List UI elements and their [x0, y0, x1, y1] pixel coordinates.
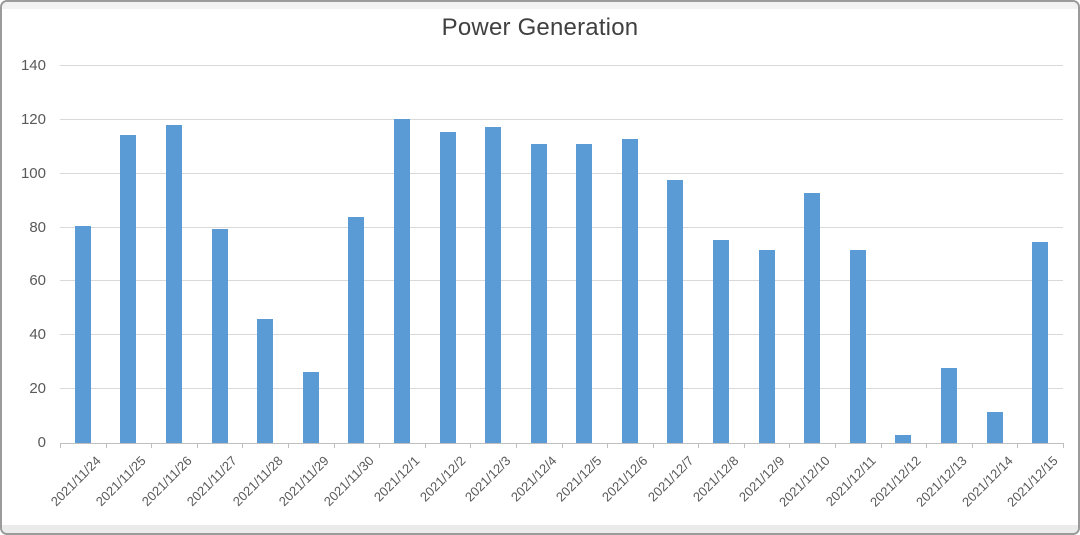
bar-2021/12/13 — [941, 367, 958, 443]
gridline — [60, 118, 1063, 120]
bottom-strip — [2, 525, 1078, 533]
x-axis-tick — [424, 443, 426, 448]
x-axis-tick — [151, 443, 153, 448]
x-tick-label: 2021/12/2 — [416, 453, 469, 505]
x-axis-tick — [1017, 443, 1019, 448]
bar-2021/12/7 — [667, 180, 684, 443]
bar-2021/12/10 — [804, 192, 821, 443]
bar-2021/11/28 — [257, 319, 274, 443]
x-axis-tick — [607, 443, 609, 448]
y-tick-label: 60 — [29, 272, 46, 290]
x-tick-label: 2021/12/7 — [644, 453, 697, 505]
x-axis-tick — [379, 443, 381, 448]
gridline — [60, 280, 1063, 282]
x-axis-tick — [196, 443, 198, 448]
x-axis-tick — [561, 443, 563, 448]
bar-2021/12/5 — [576, 144, 593, 443]
bar-2021/12/8 — [713, 239, 730, 443]
gridline — [60, 172, 1063, 174]
bar-2021/11/26 — [165, 125, 182, 443]
top-strip — [2, 2, 1078, 9]
x-axis-labels: 2021/11/24 2021/11/25 2021/11/26 2021/11/27… — [47, 445, 1063, 529]
x-axis-tick — [926, 443, 928, 448]
y-tick-label: 120 — [20, 110, 46, 128]
x-tick-label: 2021/12/3 — [462, 453, 514, 505]
y-tick-label: 140 — [20, 57, 46, 74]
x-axis-tick — [333, 443, 335, 448]
x-axis-tick — [789, 443, 791, 448]
bar-2021/12/4 — [530, 144, 547, 443]
chart-title: Power Generation — [441, 14, 639, 41]
x-axis-tick — [470, 443, 472, 448]
x-axis-tick — [971, 443, 973, 448]
x-axis-tick — [242, 443, 244, 448]
bar-2021/11/29 — [302, 371, 319, 443]
x-axis-tick — [1063, 443, 1064, 448]
bar-2021/12/6 — [621, 138, 638, 443]
bar-2021/12/11 — [849, 250, 866, 443]
y-tick-label: 0 — [37, 434, 46, 451]
x-axis-tick — [652, 443, 654, 448]
bar-2021/12/2 — [439, 131, 456, 443]
bar-2021/12/3 — [485, 126, 502, 443]
bar-2021/12/1 — [393, 118, 410, 443]
y-tick-label: 40 — [29, 326, 46, 344]
bar-2021/12/14 — [986, 412, 1003, 443]
x-axis-tick — [60, 443, 61, 448]
x-axis-tick — [743, 443, 745, 448]
gridline — [60, 334, 1063, 336]
x-tick-label: 2021/12/8 — [690, 453, 742, 505]
x-axis-tick — [835, 443, 837, 448]
y-axis-labels: 0 20 40 60 80 100 120 140 — [2, 58, 52, 451]
x-axis-tick — [105, 443, 107, 448]
bar-2021/11/25 — [120, 134, 137, 443]
bar-2021/11/27 — [211, 228, 228, 443]
x-tick-label: 2021/12/6 — [598, 453, 651, 505]
x-axis-tick — [880, 443, 882, 448]
x-tick-label: 2021/12/4 — [507, 453, 560, 505]
x-axis-tick — [515, 443, 517, 448]
x-tick-label: 2021/12/1 — [371, 453, 423, 505]
y-tick-label: 80 — [29, 218, 46, 236]
bar-2021/12/9 — [758, 250, 775, 443]
gridline — [60, 65, 1063, 66]
x-tick-label: 2021/12/5 — [553, 453, 605, 505]
gridline — [60, 388, 1063, 390]
x-axis-tick — [698, 443, 700, 448]
bar-2021/11/30 — [348, 216, 365, 443]
y-tick-label: 100 — [20, 164, 46, 182]
y-tick-label: 20 — [29, 380, 46, 398]
gridline — [60, 226, 1063, 228]
plot-area — [60, 65, 1064, 448]
bar-2021/12/12 — [895, 434, 912, 443]
bar-2021/12/15 — [1032, 242, 1049, 443]
x-axis-tick — [287, 443, 289, 448]
bar-2021/11/24 — [74, 226, 91, 443]
